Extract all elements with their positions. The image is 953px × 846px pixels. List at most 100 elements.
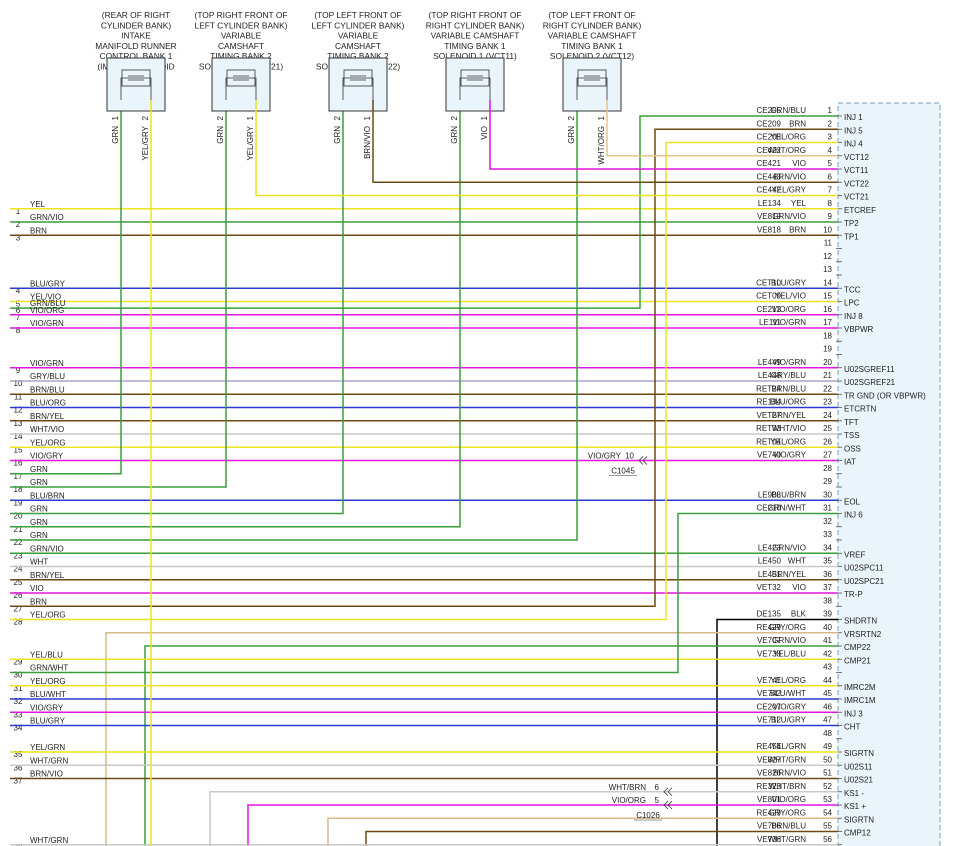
wire-color: WHT/GRN — [30, 756, 68, 765]
wire — [144, 645, 838, 846]
solenoid-coil — [342, 75, 374, 100]
pin-function: VCT22 — [844, 179, 869, 188]
circuit-id: CET09 — [756, 292, 781, 301]
wire-color: BRN — [30, 226, 47, 235]
wire-color: YEL/GRY — [771, 186, 806, 195]
inline-wire-color: WHT/BRN — [609, 783, 647, 792]
solenoid-body — [562, 57, 622, 112]
wire — [10, 100, 227, 488]
pin-function: KS1 - — [844, 789, 864, 798]
pin-function: KS1 + — [844, 802, 866, 811]
wire — [606, 100, 838, 157]
solenoid-label: CAMSHAFT — [218, 41, 264, 51]
pin-number: 52 — [823, 782, 832, 791]
pin-function: IMRC2M — [844, 683, 876, 692]
wire-color: WHT/GRN — [30, 836, 68, 845]
solenoid-pin-color: BRN/VIO — [363, 126, 372, 159]
wire-color: BLU/WHT — [770, 689, 806, 698]
inline-chevron — [638, 456, 648, 465]
circuit-id: VE706 — [757, 822, 782, 831]
pin-number: 56 — [823, 835, 832, 844]
wire — [10, 128, 838, 607]
wire-color: GRN — [30, 478, 48, 487]
pin-function: EOL — [844, 497, 861, 506]
inline-pin-number: 5 — [655, 796, 660, 805]
wire-color: GRN/VIO — [772, 636, 806, 645]
wire-color: YEL/GRN — [30, 743, 65, 752]
pin-number: 15 — [823, 292, 832, 301]
pcm-connector — [837, 102, 941, 846]
circuit-id: CET10 — [756, 278, 781, 287]
pin-number: 36 — [823, 570, 832, 579]
pin-number: 18 — [823, 331, 832, 340]
solenoid-pin-number: 2 — [333, 115, 342, 120]
circuit-id: VE738 — [757, 649, 782, 658]
wire-color: VIO — [792, 583, 806, 592]
pin-function: SHDRTN — [844, 617, 877, 626]
wire-number: 24 — [14, 565, 23, 574]
wire-color: YEL/ORG — [770, 437, 806, 446]
circuit-id: RE134 — [757, 398, 782, 407]
pin-function: CMP12 — [844, 829, 871, 838]
wire-color: BRN/VIO — [773, 172, 806, 181]
pin-number: 44 — [823, 676, 832, 685]
pin-function: U02S11 — [844, 762, 873, 771]
circuit-id: RE323 — [757, 782, 782, 791]
wire-number: 35 — [14, 750, 23, 759]
wire-color: BRN/VIO — [773, 769, 806, 778]
wire-color: YEL/GRN — [771, 742, 806, 751]
pin-number: 33 — [823, 530, 832, 539]
solenoid-label: RIGHT CYLINDER BANK) — [543, 20, 642, 30]
solenoid-label: (REAR OF RIGHT — [102, 10, 170, 20]
pin-number: 34 — [823, 543, 832, 552]
pin-function: CHT — [844, 723, 861, 732]
circuit-id: CE212 — [757, 305, 782, 314]
wire-color: BLU/BRN — [30, 491, 65, 500]
circuit-id: CE209 — [757, 119, 782, 128]
solenoid-pin-color: GRN — [111, 126, 120, 144]
wire-number: 16 — [14, 459, 23, 468]
wire-number: 12 — [14, 406, 23, 415]
circuit-id: RE454 — [757, 742, 782, 751]
wire-number: 34 — [14, 724, 23, 733]
wire-color: GRN — [30, 531, 48, 540]
pin-function: TP2 — [844, 219, 859, 228]
pin-number: 38 — [823, 596, 832, 605]
wire — [489, 100, 838, 170]
pin-function: TCC — [844, 285, 861, 294]
wire-number: 27 — [14, 604, 23, 613]
circuit-id: CE442 — [757, 186, 782, 195]
wire — [327, 817, 838, 846]
pin-function: OSS — [844, 444, 861, 453]
solenoid-pin-color: GRN — [333, 126, 342, 144]
wire-color: YEL/VIO — [30, 293, 61, 302]
solenoid-pin-number: 1 — [480, 115, 489, 120]
circuit-id: RET33 — [756, 424, 781, 433]
wire-color: GRY/ORG — [768, 623, 806, 632]
pin-number: 40 — [823, 623, 832, 632]
wire-color: GRN — [30, 465, 48, 474]
wire-color: WHT/VIO — [772, 424, 806, 433]
circuit-id: DE135 — [757, 610, 782, 619]
pin-number: 29 — [823, 477, 832, 486]
solenoid-pin-number: 2 — [567, 115, 576, 120]
solenoid-body — [106, 57, 166, 112]
wire-number: 10 — [14, 379, 23, 388]
inline-wire-color: VIO/GRY — [588, 452, 622, 461]
solenoid-label: SOLENOID 1 (VCT11) — [433, 51, 517, 61]
wire-color: YEL/BLU — [30, 650, 63, 659]
wire-color: BLU/GRY — [30, 279, 66, 288]
pin-function: INJ 3 — [844, 709, 863, 718]
pin-number: 50 — [823, 755, 832, 764]
wire-color: WHT/GRN — [768, 755, 806, 764]
pin-number: 37 — [823, 583, 832, 592]
pin-number: 13 — [823, 265, 832, 274]
wire-number: 17 — [14, 472, 23, 481]
wire-color: BLK — [791, 610, 807, 619]
pin-number: 35 — [823, 557, 832, 566]
wire-color: WHT/VIO — [30, 425, 64, 434]
wire-color: VIO/GRN — [30, 359, 64, 368]
pin-number: 47 — [823, 716, 832, 725]
wire-color: VIO/GRN — [30, 319, 64, 328]
circuit-id: VE740 — [757, 451, 782, 460]
